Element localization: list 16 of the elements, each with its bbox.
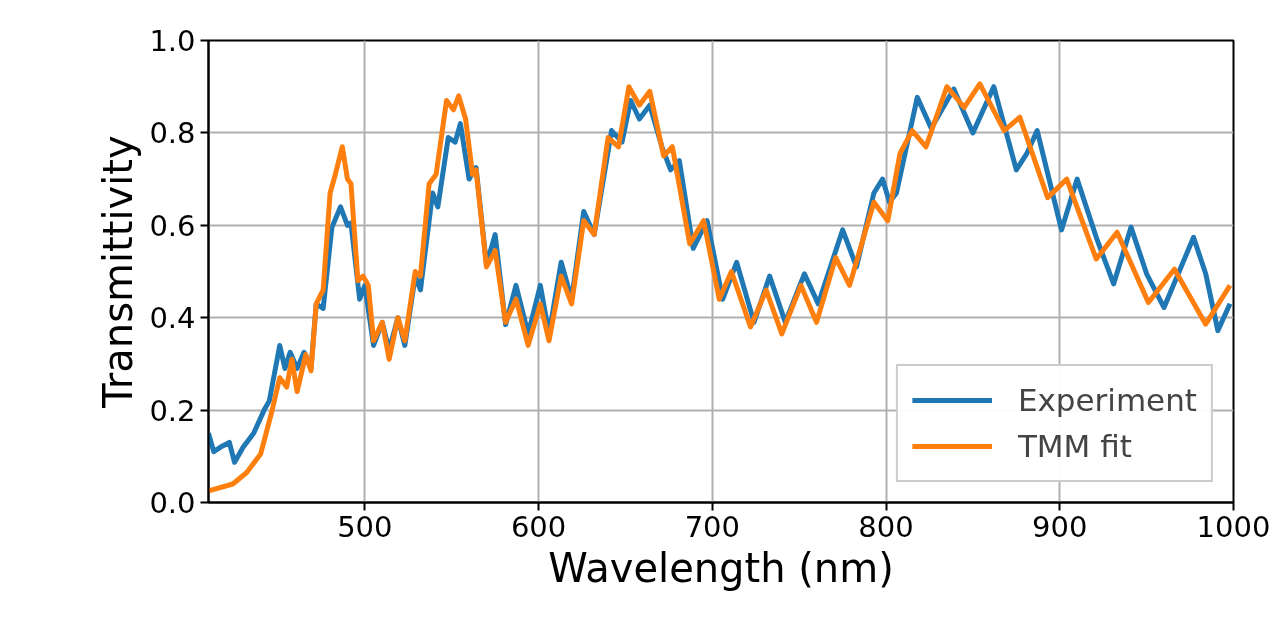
- y-axis-title: Transmittivity: [95, 135, 142, 409]
- x-tick-label: 700: [684, 509, 740, 544]
- x-axis-title: Wavelength (nm): [548, 544, 894, 591]
- y-tick-label: 0.8: [149, 116, 196, 151]
- x-tick-label: 900: [1032, 509, 1088, 544]
- y-tick-label: 0.6: [149, 208, 196, 243]
- x-tick-label: 500: [337, 509, 393, 544]
- legend-label: Experiment: [1017, 381, 1197, 420]
- x-tick-label: 800: [858, 509, 914, 544]
- y-tick-label: 0.2: [149, 393, 196, 428]
- y-tick-label: 1.0: [149, 24, 196, 58]
- y-tick-label: 0.0: [149, 486, 196, 520]
- legend-label: TMM fit: [1017, 427, 1132, 466]
- y-tick-label: 0.4: [149, 301, 196, 336]
- x-tick-label: 600: [510, 509, 567, 544]
- x-tick-label: 1000: [1196, 509, 1271, 544]
